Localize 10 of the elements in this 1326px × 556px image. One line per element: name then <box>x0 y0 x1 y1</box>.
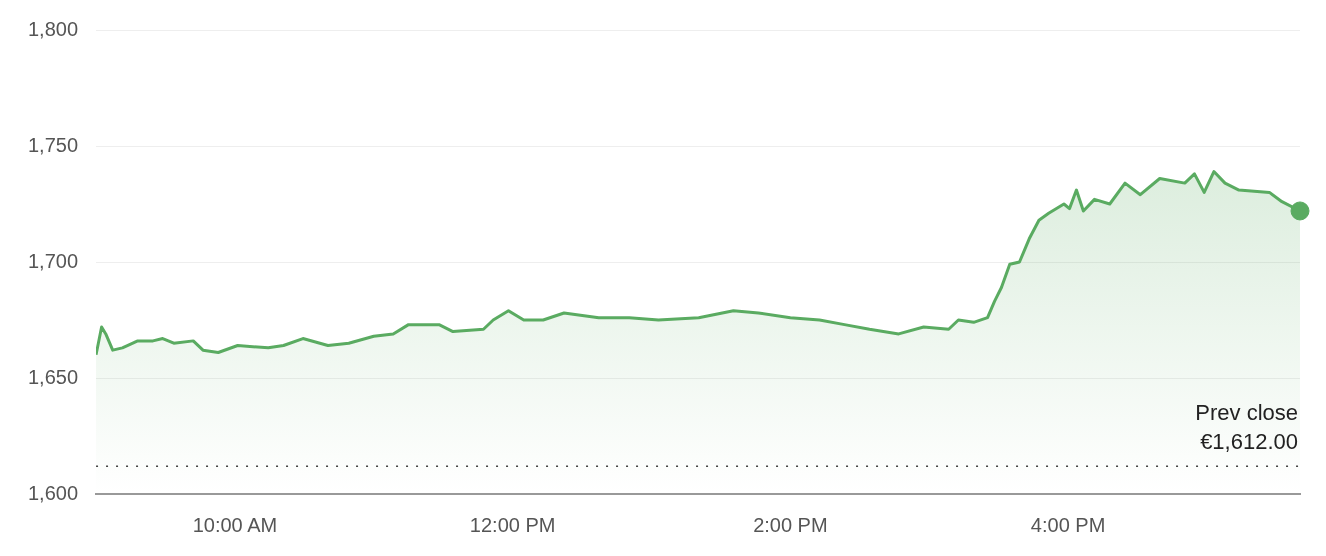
y-tick-label: 1,650 <box>27 365 79 388</box>
x-tick-label: 12:00 PM <box>469 513 556 536</box>
x-tick-label: 2:00 PM <box>753 513 828 536</box>
y-tick-label: 1,700 <box>27 249 79 272</box>
y-tick-label: 1,600 <box>27 481 79 504</box>
y-tick-label: 1,800 <box>27 17 79 40</box>
x-tick-label: 4:00 PM <box>1030 513 1106 536</box>
ref-line-label: Prev close €1,612.00 <box>1195 400 1298 455</box>
y-tick-label: 1,750 <box>27 133 79 156</box>
x-tick-label: 10:00 AM <box>192 513 278 536</box>
